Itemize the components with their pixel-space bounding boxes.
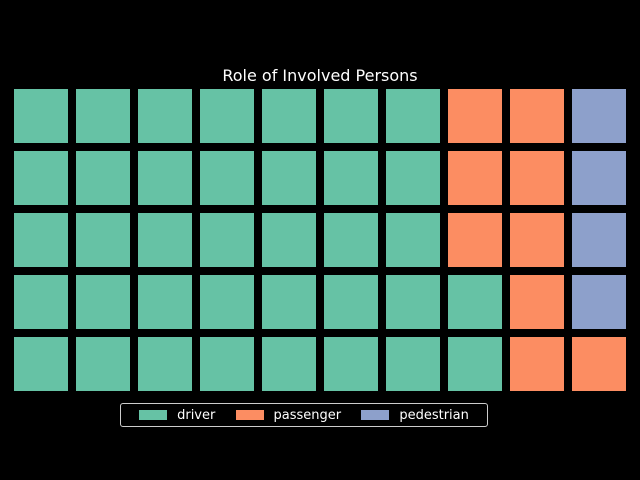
waffle-cell-driver	[14, 151, 68, 205]
waffle-cell-pedestrian	[572, 151, 626, 205]
waffle-cell-driver	[324, 213, 378, 267]
legend-item-pedestrian: pedestrian	[361, 408, 469, 423]
waffle-cell-passenger	[510, 337, 564, 391]
waffle-cell-driver	[14, 275, 68, 329]
waffle-cell-passenger	[510, 275, 564, 329]
waffle-cell-driver	[386, 337, 440, 391]
waffle-cell-driver	[14, 337, 68, 391]
waffle-cell-driver	[262, 89, 316, 143]
waffle-cell-driver	[448, 275, 502, 329]
waffle-cell-driver	[76, 213, 130, 267]
chart-title: Role of Involved Persons	[222, 66, 418, 85]
waffle-cell-driver	[200, 151, 254, 205]
waffle-cell-driver	[14, 213, 68, 267]
waffle-cell-driver	[138, 275, 192, 329]
waffle-cell-driver	[138, 337, 192, 391]
legend-label-passenger: passenger	[273, 407, 342, 423]
waffle-cell-driver	[386, 89, 440, 143]
waffle-cell-driver	[386, 213, 440, 267]
waffle-cell-pedestrian	[572, 89, 626, 143]
legend-label-pedestrian: pedestrian	[399, 407, 469, 423]
waffle-cell-passenger	[448, 213, 502, 267]
waffle-cell-passenger	[572, 337, 626, 391]
legend-swatch-passenger	[235, 410, 264, 420]
legend-swatch-pedestrian	[361, 410, 390, 420]
waffle-cell-driver	[262, 213, 316, 267]
waffle-cell-driver	[386, 275, 440, 329]
waffle-cell-passenger	[510, 213, 564, 267]
legend-swatch-driver	[139, 410, 168, 420]
waffle-cell-driver	[324, 275, 378, 329]
waffle-cell-driver	[14, 89, 68, 143]
waffle-cell-passenger	[510, 151, 564, 205]
waffle-cell-driver	[200, 89, 254, 143]
waffle-cell-passenger	[448, 151, 502, 205]
legend-item-passenger: passenger	[235, 407, 342, 423]
waffle-cell-driver	[262, 275, 316, 329]
waffle-cell-driver	[76, 89, 130, 143]
legend: driver passenger pedestrian	[120, 403, 488, 427]
waffle-cell-passenger	[510, 89, 564, 143]
waffle-cell-pedestrian	[572, 213, 626, 267]
waffle-cell-driver	[386, 151, 440, 205]
waffle-cell-driver	[138, 213, 192, 267]
waffle-cell-driver	[262, 337, 316, 391]
waffle-cell-driver	[200, 213, 254, 267]
waffle-cell-driver	[76, 337, 130, 391]
waffle-cell-driver	[200, 275, 254, 329]
waffle-cell-driver	[76, 151, 130, 205]
waffle-cell-pedestrian	[572, 275, 626, 329]
waffle-cell-driver	[262, 151, 316, 205]
waffle-cell-driver	[138, 151, 192, 205]
waffle-cell-passenger	[448, 89, 502, 143]
waffle-cell-driver	[448, 337, 502, 391]
waffle-cell-driver	[324, 337, 378, 391]
legend-label-driver: driver	[177, 407, 216, 423]
waffle-cell-driver	[200, 337, 254, 391]
legend-item-driver: driver	[139, 408, 215, 423]
waffle-cell-driver	[324, 89, 378, 143]
waffle-cell-driver	[138, 89, 192, 143]
waffle-cell-driver	[324, 151, 378, 205]
waffle-cell-driver	[76, 275, 130, 329]
